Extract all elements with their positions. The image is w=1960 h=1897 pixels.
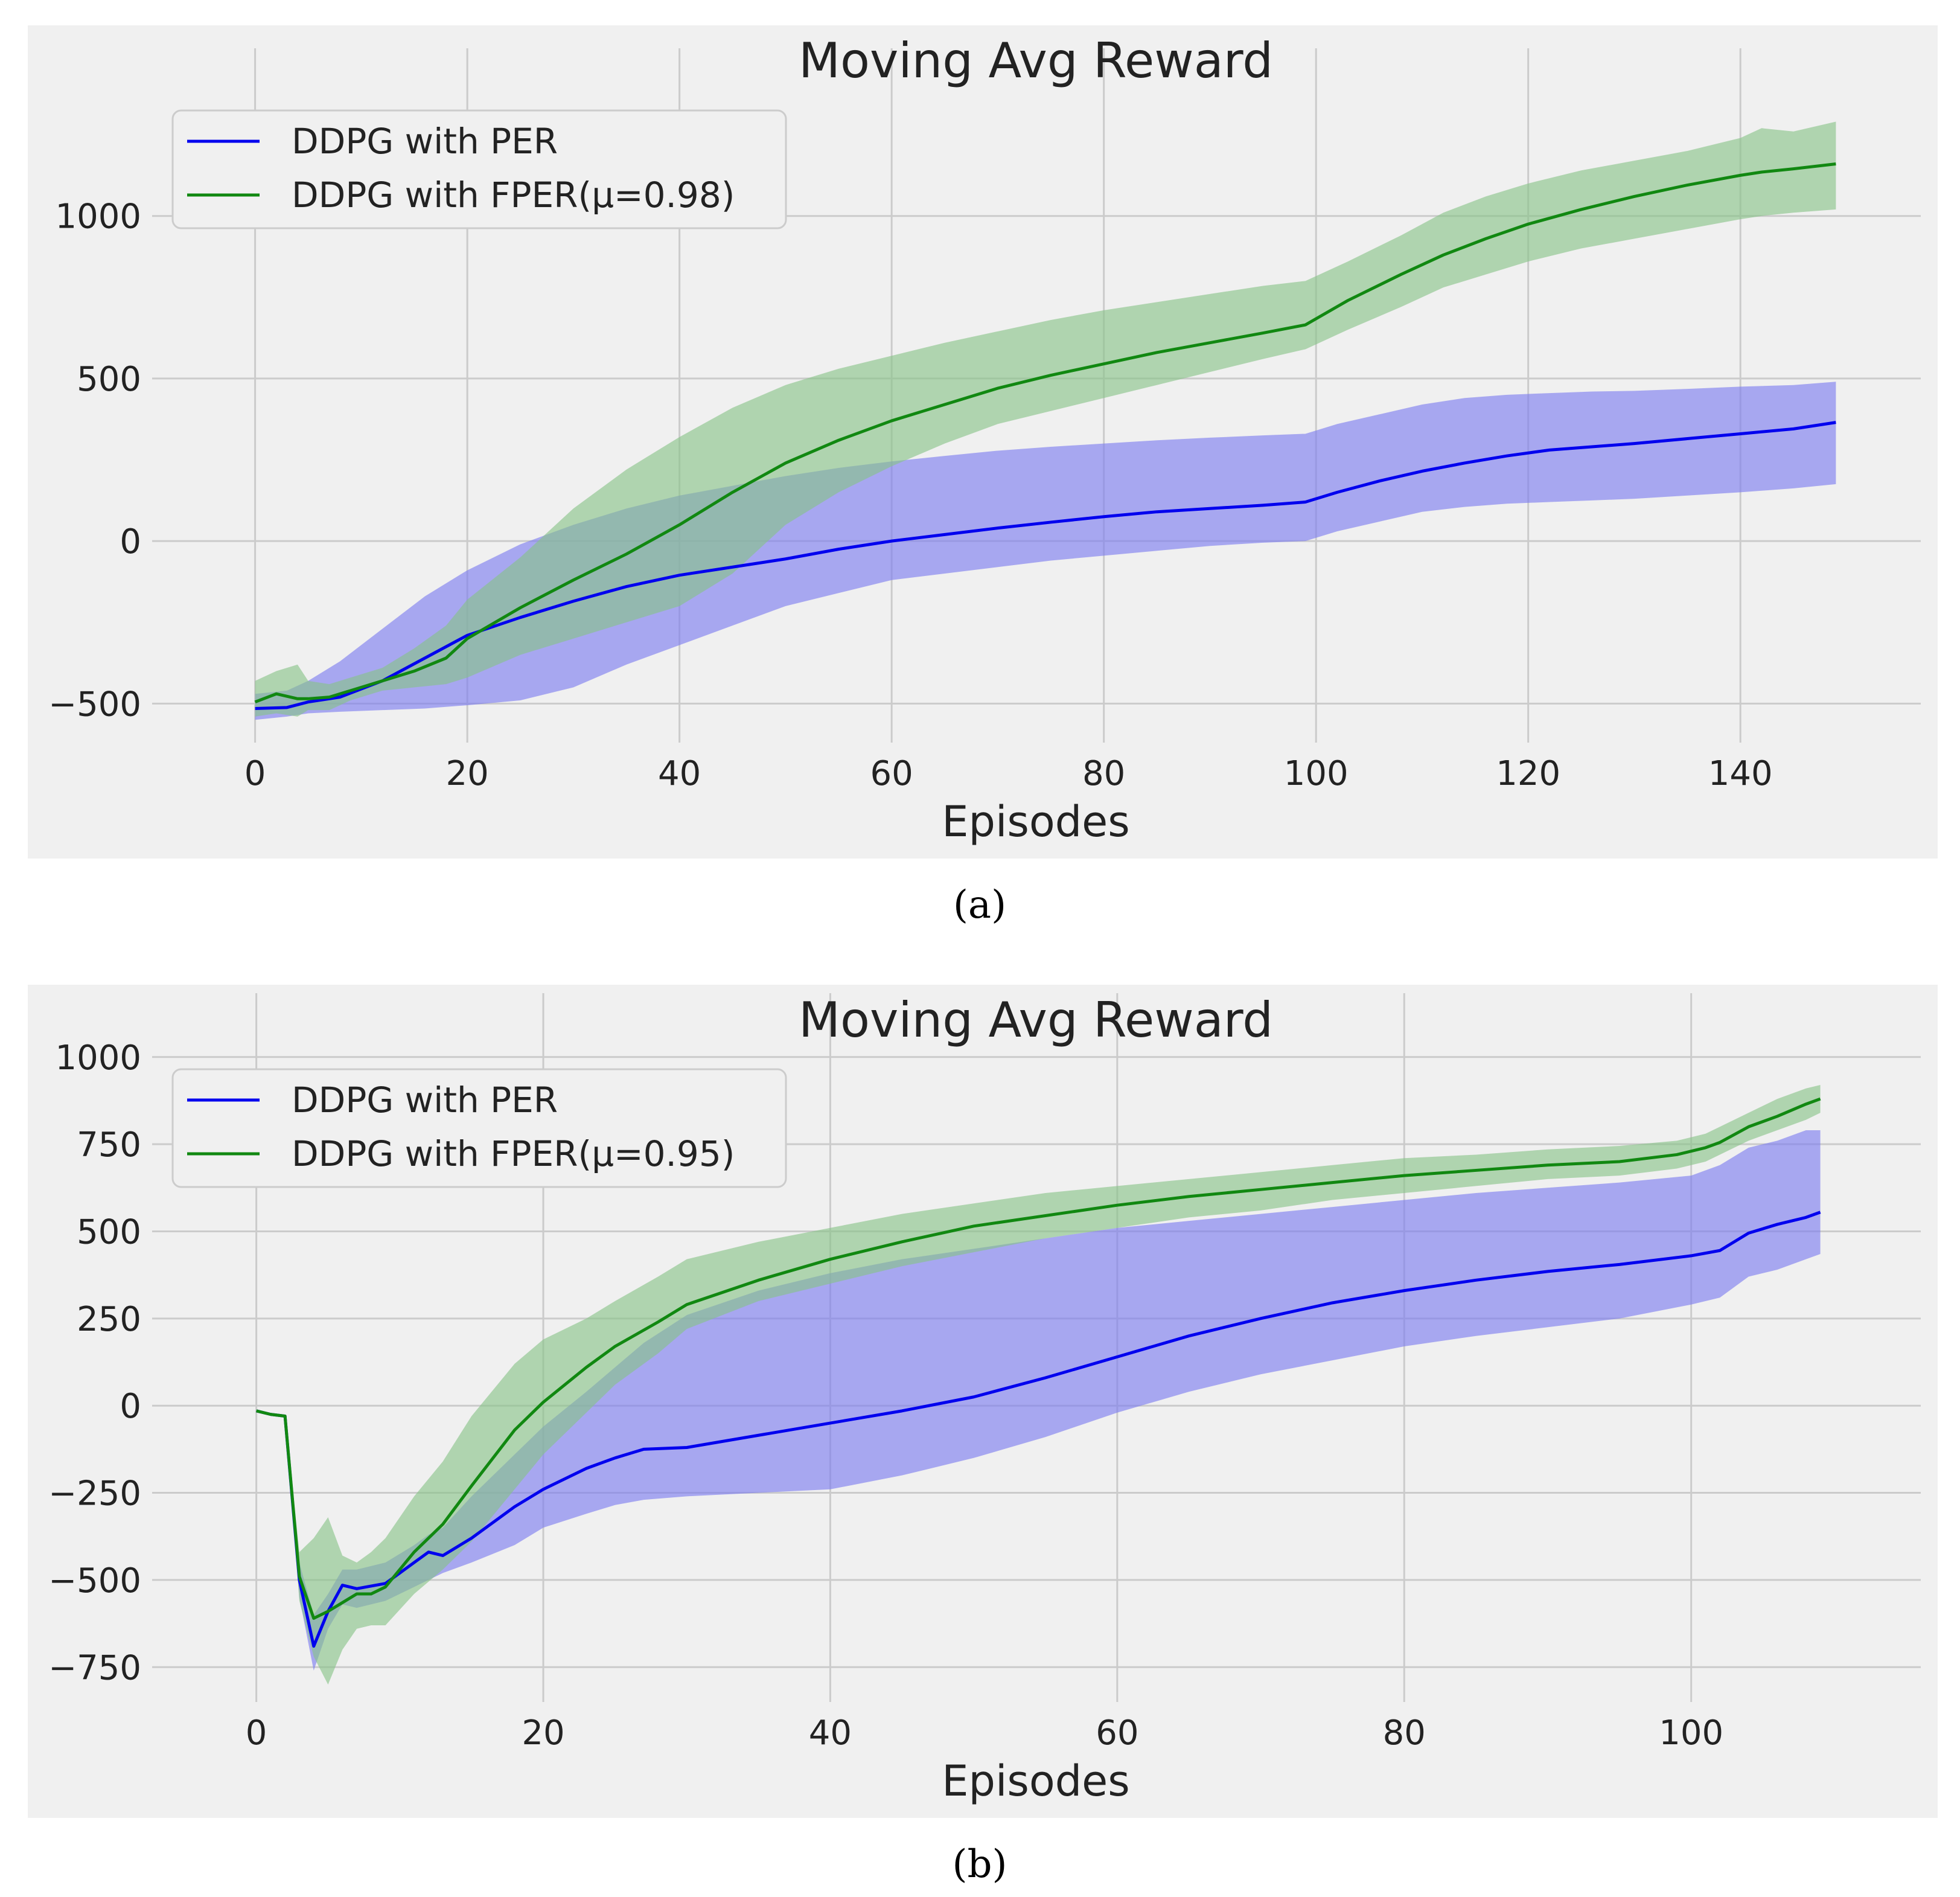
panel-caption-b: (b): [953, 1842, 1007, 1887]
legend: DDPG with PER DDPG with FPER(μ=0.95): [171, 1068, 787, 1188]
confidence-band: [256, 1084, 1821, 1685]
y-tick-label: −500: [48, 1561, 141, 1601]
x-axis-label: Episodes: [942, 1756, 1129, 1806]
x-tick-label: 40: [658, 754, 701, 793]
series-line: [254, 162, 1836, 704]
legend-label-fper: DDPG with FPER(μ=0.95): [292, 1133, 735, 1174]
x-tick-label: 120: [1496, 754, 1560, 793]
y-tick-label: 750: [77, 1125, 141, 1165]
x-tick-label: 60: [1096, 1713, 1138, 1753]
confidence-band: [256, 1130, 1821, 1671]
chart-panel-a: 0 20 40 60 80 100 120 140 −500 0 500 1000 Moving Av…: [28, 25, 1938, 859]
x-tick-label: 20: [522, 1713, 564, 1753]
chart-panel-b: 0 20 40 60 80 100 −750 −500 −250 0 250 500 750 1000 M…: [28, 985, 1938, 1818]
series-line: [256, 1211, 1821, 1648]
x-tick-label: 100: [1659, 1713, 1723, 1753]
legend-label-per: DDPG with PER: [292, 1080, 558, 1121]
x-tick-label: 0: [246, 1713, 267, 1753]
x-tick-label: 80: [1082, 754, 1125, 793]
legend-label-per: DDPG with PER: [292, 121, 558, 162]
y-tick-label: −750: [48, 1648, 141, 1687]
y-tick-label: 500: [77, 1212, 141, 1252]
series-line: [255, 421, 1836, 710]
chart-title: Moving Avg Reward: [799, 992, 1273, 1048]
x-tick-label: 60: [870, 754, 913, 793]
x-tick-label: 100: [1284, 754, 1349, 793]
x-tick-label: 0: [244, 754, 266, 793]
legend-box: [171, 109, 787, 229]
x-tick-label: 40: [809, 1713, 852, 1753]
y-tick-label: 500: [77, 360, 141, 399]
series-line: [256, 1097, 1821, 1620]
y-tick-label: 0: [120, 522, 141, 561]
legend-label-fper: DDPG with FPER(μ=0.98): [292, 174, 735, 216]
y-tick-label: 250: [77, 1300, 141, 1339]
y-tick-label: 1000: [55, 197, 141, 237]
x-axis-label: Episodes: [942, 797, 1129, 846]
x-tick-label: 140: [1708, 754, 1773, 793]
y-tick-label: 1000: [55, 1038, 141, 1078]
legend: DDPG with PER DDPG with FPER(μ=0.98): [171, 109, 787, 229]
y-tick-label: 0: [120, 1387, 141, 1426]
confidence-band: [255, 121, 1836, 717]
y-tick-label: −250: [48, 1474, 141, 1514]
x-tick-label: 20: [445, 754, 488, 793]
y-tick-label: −500: [48, 685, 141, 724]
legend-box: [171, 1068, 787, 1188]
x-tick-label: 80: [1383, 1713, 1426, 1753]
panel-caption-a: (a): [953, 883, 1006, 927]
chart-title: Moving Avg Reward: [799, 33, 1273, 89]
